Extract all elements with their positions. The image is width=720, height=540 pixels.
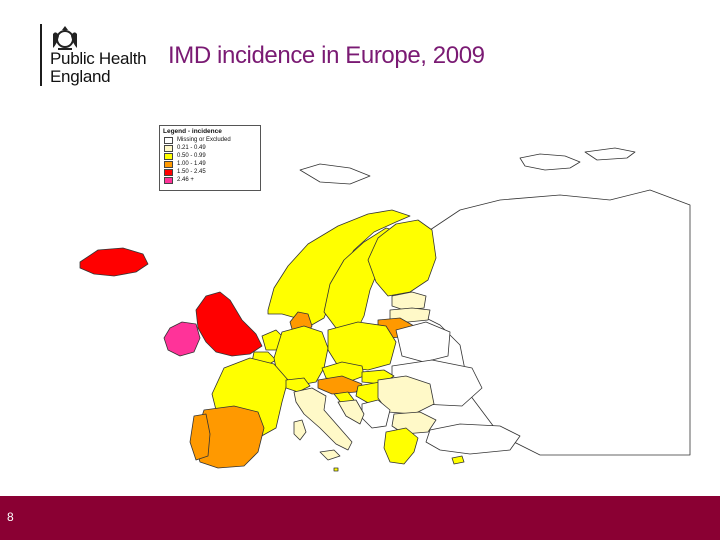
legend-item: 0.50 - 0.99 (160, 152, 260, 160)
slide-title: IMD incidence in Europe, 2009 (168, 42, 485, 69)
map-legend: Legend - incidence Missing or Excluded 0… (159, 125, 261, 191)
legend-label: 0.21 - 0.49 (177, 145, 206, 151)
legend-label: 1.50 - 2.45 (177, 169, 206, 175)
legend-item: 2.46 + (160, 176, 260, 184)
region-uk (195, 291, 263, 357)
region-belarus (395, 321, 451, 363)
region-poland (327, 321, 397, 371)
region-cyprus (451, 455, 465, 465)
europe-map (79, 147, 691, 472)
royal-crest-icon (53, 26, 77, 50)
region-italy (293, 387, 353, 451)
region-arctic-west (299, 163, 371, 185)
region-greece (383, 427, 419, 465)
logo-line-1: Public Health (50, 49, 147, 68)
region-austria (317, 375, 363, 395)
region-portugal (189, 413, 211, 461)
legend-title: Legend - incidence (163, 128, 222, 135)
region-croatia (337, 399, 365, 425)
legend-label: 1.00 - 1.49 (177, 161, 206, 167)
legend-swatch (164, 136, 173, 144)
region-franz-josef (584, 147, 636, 161)
region-sicily (319, 449, 341, 461)
legend-label: Missing or Excluded (177, 137, 231, 143)
legend-item: 0.21 - 0.49 (160, 144, 260, 152)
region-romania (377, 375, 435, 415)
legend-swatch (164, 176, 173, 184)
region-russia (399, 189, 691, 456)
logo-line-2: England (50, 67, 111, 86)
logo-rule (40, 24, 42, 86)
region-iceland (79, 247, 149, 277)
legend-swatch (164, 168, 173, 176)
page-number: 8 (7, 510, 14, 524)
region-estonia (391, 291, 427, 311)
footer-bar: 8 (0, 496, 720, 540)
region-turkey (425, 423, 521, 455)
legend-label: 0.50 - 0.99 (177, 153, 206, 159)
region-malta (333, 467, 339, 472)
region-sardinia (293, 419, 307, 441)
legend-swatch (164, 144, 173, 152)
legend-label: 2.46 + (177, 177, 194, 183)
legend-item: 1.50 - 2.45 (160, 168, 260, 176)
region-switzerland (285, 377, 311, 393)
legend-item: 1.00 - 1.49 (160, 160, 260, 168)
logo-text: Public Health England (50, 49, 147, 86)
legend-swatch (164, 160, 173, 168)
region-ireland (163, 321, 201, 357)
legend-swatch (164, 152, 173, 160)
region-finland (367, 219, 437, 297)
legend-item: Missing or Excluded (160, 136, 260, 144)
region-svalbard (519, 153, 581, 171)
